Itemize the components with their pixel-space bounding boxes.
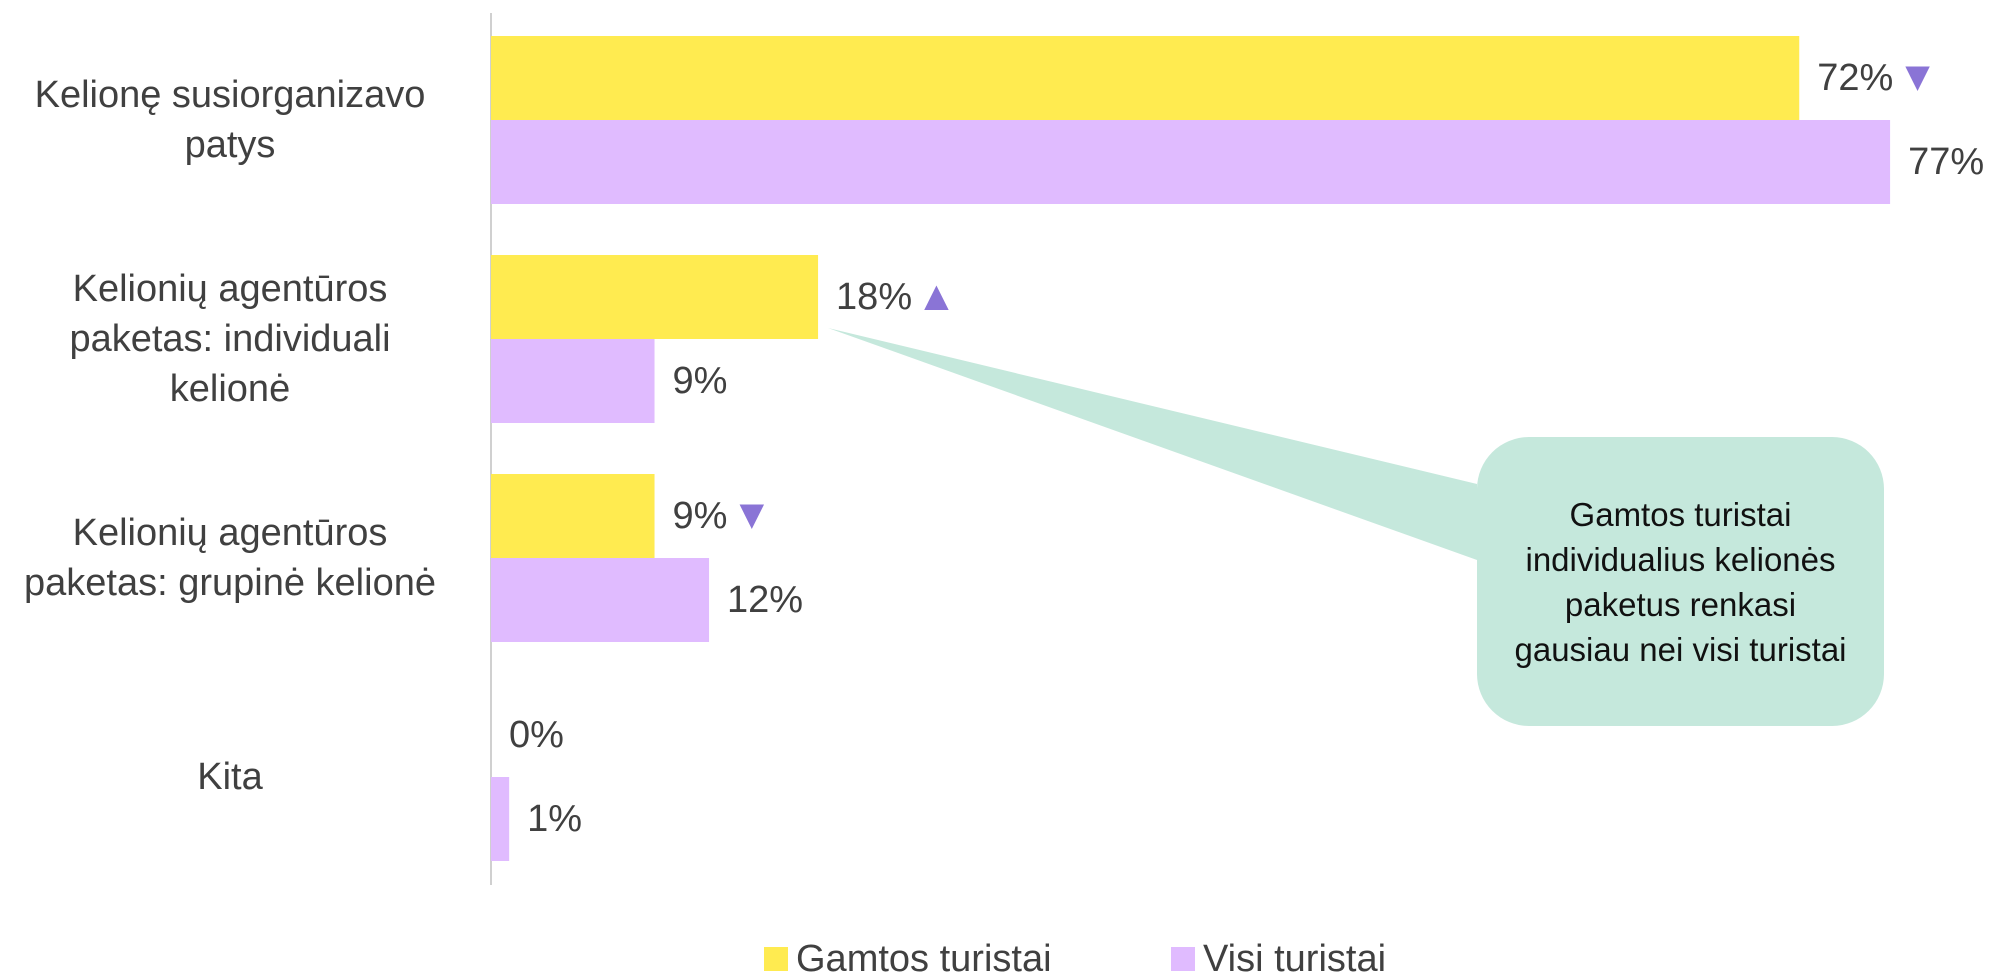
value-label: 9% [673,495,728,537]
significance-marker: ▼ [1905,57,1930,95]
category-label: Kelionių agentūros paketas: grupinė keli… [24,512,436,604]
value-label: 18% [836,276,912,318]
category-label: Kelionę susiorganizavo patys [34,74,426,166]
significance-marker: ▼ [739,495,764,533]
bar [491,255,819,339]
legend-swatch [764,947,788,971]
legend-label: Visi turistai [1203,938,1386,980]
value-label: 12% [727,579,803,621]
callout-text: Gamtos turistai individualius kelionės p… [1514,495,1847,668]
callout-box [1477,437,1884,726]
bar [491,339,655,423]
category-label: Kita [197,756,263,798]
value-label: 1% [527,798,582,840]
bar [491,558,710,642]
bar [491,120,1891,204]
callout: Gamtos turistai individualius kelionės p… [1477,437,1884,726]
value-label: 9% [673,360,728,402]
bar [491,777,510,861]
legend-swatch [1171,947,1195,971]
legend-label: Gamtos turistai [796,938,1052,980]
value-label: 0% [509,714,564,756]
bar [491,474,655,558]
value-label: 72% [1817,57,1893,99]
bar [491,36,1800,120]
callout-pointer [828,328,1477,560]
category-label: Kelionių agentūros paketas: individuali … [69,268,391,410]
significance-marker: ▲ [924,276,949,314]
value-label: 77% [1908,141,1984,183]
